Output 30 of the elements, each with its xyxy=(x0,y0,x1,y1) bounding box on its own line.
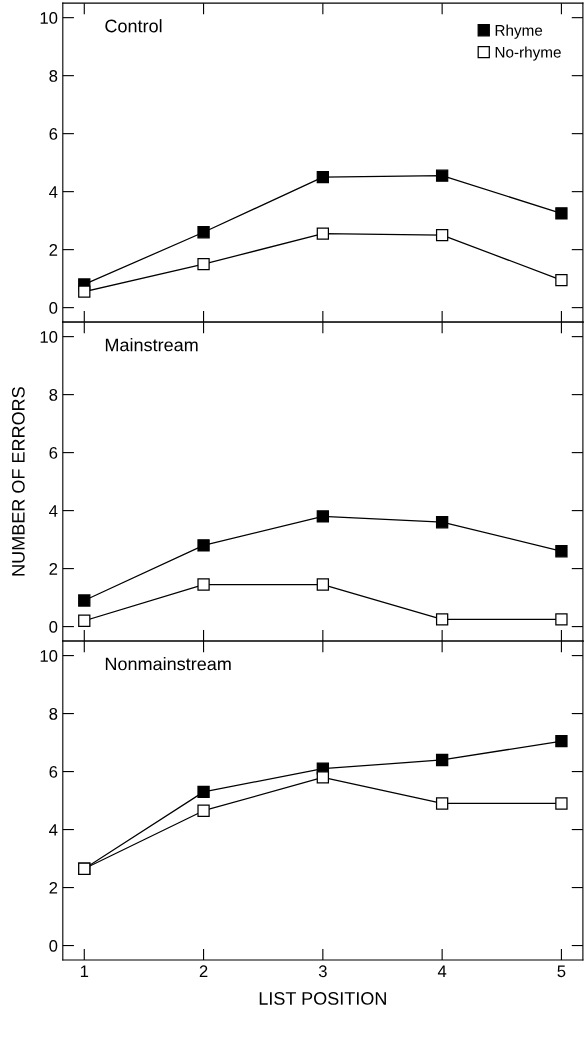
y-tick-label: 4 xyxy=(49,824,58,836)
y-tick-label: 2 xyxy=(49,563,58,575)
y-tick-label: 0 xyxy=(49,302,58,314)
y-axis-title: NUMBER OF ERRORS xyxy=(11,387,25,576)
y-tick-label: 2 xyxy=(49,881,58,894)
y-tick-label: 2 xyxy=(49,244,58,256)
y-tick-label: 10 xyxy=(40,331,58,343)
y-tick-label: 0 xyxy=(49,620,58,633)
legend-label: No-rhyme xyxy=(495,46,561,61)
x-tick-label: 1 xyxy=(80,965,89,977)
y-tick-label: 4 xyxy=(49,186,58,198)
x-tick-label: 4 xyxy=(437,965,447,977)
x-axis-title: LIST POSITION xyxy=(259,992,386,1005)
y-tick-label: 8 xyxy=(49,70,58,82)
text: Control xyxy=(105,19,162,33)
x-tick-label: 5 xyxy=(557,965,566,978)
x-tick-label: 3 xyxy=(318,965,327,978)
y-tick-label: 8 xyxy=(49,707,58,720)
y-tick-label: 6 xyxy=(49,765,58,778)
y-tick-label: 10 xyxy=(40,12,58,24)
y-tick-label: 10 xyxy=(40,649,58,662)
text: Nonmainstream xyxy=(105,657,231,671)
x-tick-label: 2 xyxy=(199,965,208,977)
y-tick-label: 8 xyxy=(49,389,58,401)
y-tick-label: 6 xyxy=(49,128,58,140)
legend-label: Rhyme xyxy=(495,24,543,39)
y-tick-label: 4 xyxy=(49,505,58,517)
y-tick-label: 6 xyxy=(49,447,58,459)
y-tick-label: 0 xyxy=(49,939,58,952)
text: Mainstream xyxy=(105,338,198,352)
